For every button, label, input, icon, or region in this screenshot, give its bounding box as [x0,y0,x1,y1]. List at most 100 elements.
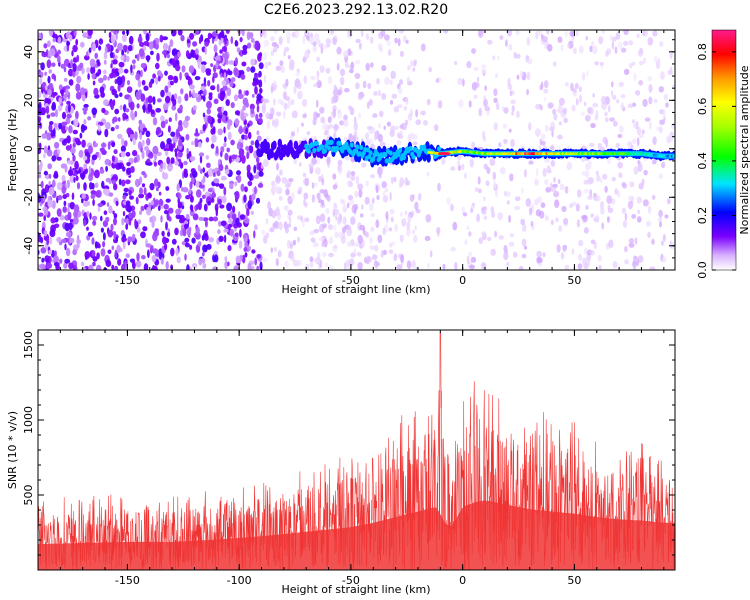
noise-speckle [407,65,411,70]
noise-speckle [544,215,549,221]
noise-speckle [140,62,147,69]
noise-speckle [49,229,56,238]
noise-speckle [333,224,337,232]
noise-speckle [62,194,67,200]
noise-speckle [450,246,456,252]
noise-speckle [623,68,630,75]
noise-speckle [332,89,339,96]
noise-speckle [184,237,190,243]
noise-speckle [637,255,644,263]
ridge-halo [265,141,270,151]
noise-speckle [388,49,392,57]
noise-speckle [177,201,183,208]
noise-speckle [136,252,140,262]
noise-speckle [175,247,179,256]
noise-speckle [647,205,652,214]
noise-speckle [519,265,524,270]
noise-speckle [258,171,264,177]
noise-speckle [135,260,142,268]
noise-speckle [530,220,534,227]
noise-speckle [131,59,136,64]
noise-speckle [226,122,231,131]
noise-speckle [88,47,92,53]
noise-speckle [283,93,287,99]
y-tick-label: -40 [22,237,35,255]
noise-speckle [477,176,481,185]
noise-speckle [130,64,133,74]
noise-speckle [357,234,363,244]
noise-speckle [129,195,134,200]
noise-speckle [110,34,116,44]
ridge-band [411,154,416,160]
noise-speckle [286,37,291,44]
noise-speckle [41,133,48,139]
noise-speckle [210,143,215,149]
noise-speckle [72,142,76,148]
noise-speckle [107,229,114,238]
noise-speckle [560,43,564,52]
noise-speckle [48,236,53,245]
noise-speckle [253,164,257,174]
noise-speckle [553,113,558,121]
noise-speckle [628,195,634,201]
noise-speckle [270,50,275,57]
noise-speckle [147,103,152,113]
noise-speckle [38,148,42,155]
noise-speckle [321,199,325,207]
noise-speckle [344,136,348,142]
noise-speckle [162,236,167,245]
noise-speckle [399,130,403,138]
noise-speckle [102,241,106,248]
noise-speckle [413,234,418,243]
noise-speckle [163,203,169,210]
noise-speckle [571,201,577,207]
noise-speckle [75,83,81,92]
noise-speckle [435,78,440,83]
noise-speckle [112,210,115,215]
noise-speckle [83,201,89,207]
ridge-band [418,148,423,155]
noise-speckle [53,122,58,129]
noise-speckle [558,225,563,232]
noise-speckle [591,41,595,46]
noise-speckle [165,198,171,203]
noise-speckle [122,166,126,172]
noise-speckle [169,143,174,152]
noise-speckle [38,104,42,109]
x-tick-label: -150 [115,574,140,587]
noise-speckle [39,142,42,150]
noise-speckle [584,247,588,256]
noise-speckle [194,138,198,148]
noise-speckle [254,257,258,266]
noise-speckle [287,209,293,216]
noise-speckle [125,108,130,113]
noise-speckle [344,88,350,93]
noise-speckle [358,189,363,198]
noise-speckle [62,206,67,213]
noise-speckle [221,80,227,87]
noise-speckle [559,183,565,191]
noise-speckle [474,187,479,192]
noise-speckle [122,30,126,35]
noise-speckle [477,30,484,38]
noise-speckle [61,88,64,97]
noise-speckle [124,140,128,147]
noise-speckle [157,98,162,103]
noise-speckle [57,194,63,201]
noise-speckle [290,243,293,250]
noise-speckle [288,216,292,225]
noise-speckle [191,263,198,269]
noise-speckle [151,254,157,263]
noise-speckle [288,63,295,71]
noise-speckle [40,62,45,71]
noise-speckle [97,202,104,208]
noise-speckle [215,62,219,69]
noise-speckle [43,215,46,222]
noise-speckle [658,125,664,133]
noise-speckle [141,139,145,147]
noise-speckle [141,255,146,260]
noise-speckle [502,123,508,129]
noise-speckle [254,42,260,51]
noise-speckle [498,142,502,148]
noise-speckle [67,211,72,221]
